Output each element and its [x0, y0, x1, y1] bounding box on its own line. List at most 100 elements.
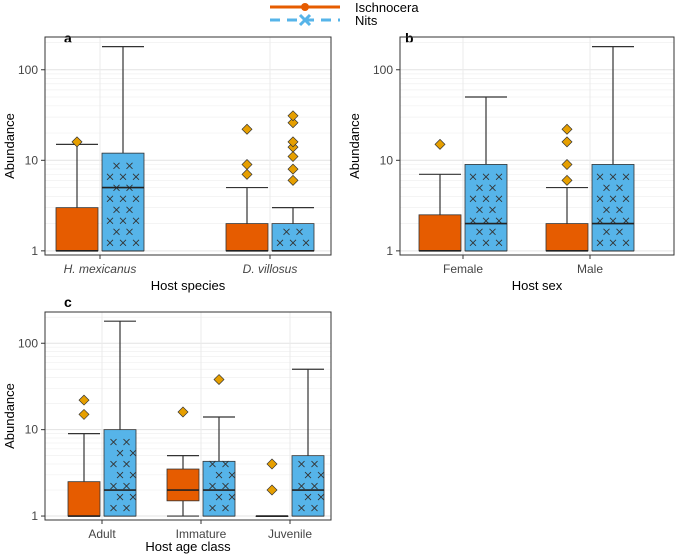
pattern-cross [317, 493, 325, 501]
outlier-point [266, 484, 278, 496]
panel-a-xlabel: Host species [151, 278, 226, 293]
panel-c-axes: 1 10 100 Adult Immature Juvenile [18, 336, 312, 541]
pattern-cross [126, 228, 133, 236]
pattern-cross [495, 195, 503, 203]
outlier-point [241, 123, 253, 135]
pattern-cross [222, 482, 229, 490]
x-tick-label: Female [443, 262, 483, 276]
pattern-cross [110, 504, 117, 512]
pattern-cross [119, 239, 127, 247]
pattern-cross [106, 195, 114, 203]
pattern-cross [616, 228, 623, 236]
pattern-cross [113, 162, 120, 170]
pattern-cross [289, 239, 297, 247]
box-body [166, 468, 200, 502]
box-body [545, 223, 589, 252]
pattern-cross [129, 471, 137, 479]
pattern-cross [596, 195, 604, 203]
pattern-cross [317, 471, 325, 479]
legend-entry-ischnocera: Ischnocera [270, 0, 419, 15]
outlier-point [71, 136, 83, 148]
box-body [225, 223, 269, 252]
pattern-cross [482, 195, 490, 203]
legend-label-ischnocera: Ischnocera [355, 0, 419, 15]
x-tick-label: D. villosus [243, 262, 298, 276]
outlier-point [287, 151, 299, 163]
panel-b: b 1 10 100 Female Male Abundance Host sex [347, 30, 675, 293]
pattern-cross [132, 195, 140, 203]
outlier-point [287, 136, 299, 148]
pattern-cross [609, 239, 617, 247]
box-ischnocera-0 [55, 136, 99, 252]
panel-c-xlabel: Host age class [145, 539, 231, 554]
pattern-cross [476, 206, 483, 214]
panel-c-boxes [67, 320, 325, 517]
panel-c-ylabel: Abundance [2, 383, 17, 449]
y-tick-label: 100 [373, 63, 393, 77]
pattern-cross [469, 239, 477, 247]
x-tick-label: Male [577, 262, 603, 276]
pattern-cross [119, 195, 127, 203]
pattern-cross [123, 438, 130, 446]
pattern-cross [119, 217, 127, 225]
pattern-cross [132, 239, 140, 247]
y-tick-label: 10 [25, 153, 39, 167]
pattern-cross [215, 471, 223, 479]
y-tick-label: 1 [386, 244, 393, 258]
pattern-cross [123, 482, 130, 490]
y-tick-label: 1 [31, 509, 38, 523]
pattern-cross [476, 184, 483, 192]
panel-b-boxes [418, 46, 635, 252]
pattern-cross [110, 482, 117, 490]
pattern-cross [209, 482, 216, 490]
pattern-cross [132, 173, 140, 181]
pattern-cross [616, 184, 623, 192]
box-body [591, 164, 635, 252]
pattern-cross [110, 438, 117, 446]
pattern-cross [304, 493, 312, 501]
box-nits-0 [464, 96, 508, 252]
pattern-cross [489, 228, 496, 236]
y-tick-label: 10 [25, 423, 39, 437]
pattern-cross [209, 504, 216, 512]
panel-b-axes: 1 10 100 Female Male [373, 63, 603, 276]
outlier-point [241, 168, 253, 180]
box-body [418, 214, 462, 252]
pattern-cross [469, 195, 477, 203]
pattern-cross [116, 449, 124, 457]
pattern-cross [304, 471, 312, 479]
pattern-cross [298, 504, 305, 512]
pattern-cross [609, 173, 617, 181]
outlier-point [213, 374, 225, 386]
pattern-cross [622, 239, 630, 247]
pattern-cross [126, 206, 133, 214]
pattern-cross [222, 504, 229, 512]
outlier-point [78, 394, 90, 406]
box-nits-2 [291, 368, 325, 517]
y-tick-label: 100 [18, 336, 38, 350]
pattern-cross [276, 239, 284, 247]
panel-b-border [399, 36, 675, 256]
panel-a-axes: 1 10 100 H. mexicanus D. villosus [18, 63, 297, 276]
pattern-cross [106, 173, 114, 181]
pattern-cross [215, 493, 223, 501]
y-tick-label: 100 [18, 63, 38, 77]
outlier-point [561, 158, 573, 170]
box-body [55, 207, 99, 252]
box-ischnocera-0 [418, 138, 462, 252]
pattern-cross [209, 460, 216, 468]
outlier-point [287, 110, 299, 122]
pattern-cross [113, 228, 120, 236]
pattern-cross [123, 504, 130, 512]
panel-a-letter: a [64, 30, 72, 46]
panel-a-boxes [55, 46, 315, 252]
outlier-point [266, 458, 278, 470]
pattern-cross [132, 217, 140, 225]
pattern-cross [311, 460, 318, 468]
box-body [271, 223, 315, 252]
x-tick-label: Juvenile [268, 527, 312, 541]
pattern-cross [489, 184, 496, 192]
pattern-cross [222, 460, 229, 468]
pattern-cross [106, 217, 114, 225]
